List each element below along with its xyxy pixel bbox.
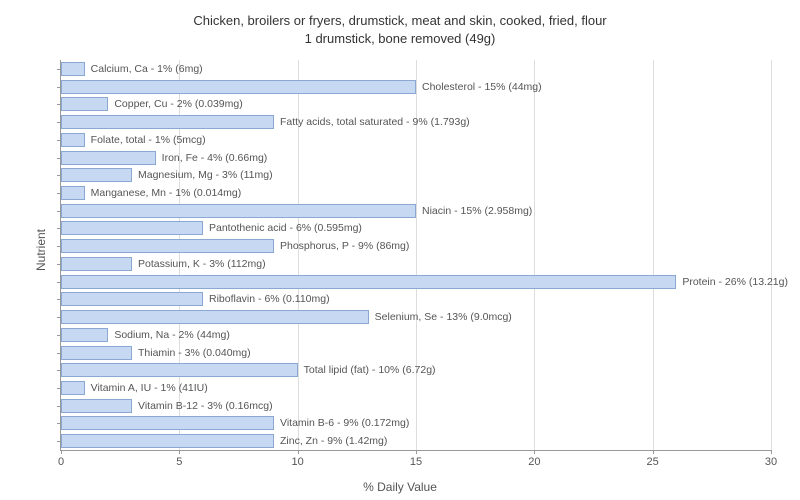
nutrient-bar [61, 204, 416, 218]
bar-label: Niacin - 15% (2.958mg) [422, 205, 532, 217]
x-tick-mark [771, 450, 772, 454]
title-line-2: 1 drumstick, bone removed (49g) [305, 31, 496, 46]
bar-row: Magnesium, Mg - 3% (11mg) [61, 168, 771, 182]
nutrient-bar [61, 381, 85, 395]
x-tick-mark [179, 450, 180, 454]
bar-row: Niacin - 15% (2.958mg) [61, 204, 771, 218]
bar-label: Selenium, Se - 13% (9.0mcg) [375, 311, 512, 323]
bar-row: Selenium, Se - 13% (9.0mcg) [61, 310, 771, 324]
x-tick-label: 5 [176, 456, 182, 468]
nutrient-bar [61, 346, 132, 360]
x-tick-label: 0 [58, 456, 64, 468]
x-tick-label: 25 [647, 456, 659, 468]
bar-label: Vitamin B-6 - 9% (0.172mg) [280, 417, 409, 429]
bar-label: Potassium, K - 3% (112mg) [138, 258, 266, 270]
bar-label: Phosphorus, P - 9% (86mg) [280, 240, 409, 252]
nutrient-bar [61, 97, 108, 111]
bar-row: Vitamin B-6 - 9% (0.172mg) [61, 416, 771, 430]
nutrient-bar [61, 133, 85, 147]
bar-row: Vitamin B-12 - 3% (0.16mcg) [61, 399, 771, 413]
plot-area: 051015202530Calcium, Ca - 1% (6mg)Choles… [60, 60, 771, 451]
chart-title: Chicken, broilers or fryers, drumstick, … [0, 12, 800, 47]
x-tick-mark [534, 450, 535, 454]
bar-row: Zinc, Zn - 9% (1.42mg) [61, 434, 771, 448]
bar-label: Calcium, Ca - 1% (6mg) [91, 63, 203, 75]
nutrient-bar [61, 292, 203, 306]
bar-label: Cholesterol - 15% (44mg) [422, 81, 542, 93]
nutrient-bar [61, 363, 298, 377]
bar-row: Riboflavin - 6% (0.110mg) [61, 292, 771, 306]
bar-row: Phosphorus, P - 9% (86mg) [61, 239, 771, 253]
bar-row: Vitamin A, IU - 1% (41IU) [61, 381, 771, 395]
bar-row: Potassium, K - 3% (112mg) [61, 257, 771, 271]
nutrient-bar [61, 257, 132, 271]
bar-label: Folate, total - 1% (5mcg) [91, 134, 206, 146]
bar-label: Iron, Fe - 4% (0.66mg) [162, 152, 268, 164]
bar-label: Vitamin B-12 - 3% (0.16mcg) [138, 400, 273, 412]
nutrient-bar [61, 151, 156, 165]
nutrient-bar [61, 310, 369, 324]
nutrient-bar [61, 186, 85, 200]
nutrient-bar [61, 221, 203, 235]
nutrient-bar [61, 275, 676, 289]
y-axis-label: Nutrient [34, 229, 48, 271]
bar-label: Zinc, Zn - 9% (1.42mg) [280, 435, 387, 447]
x-tick-mark [416, 450, 417, 454]
bar-label: Fatty acids, total saturated - 9% (1.793… [280, 116, 470, 128]
nutrient-bar [61, 399, 132, 413]
nutrient-bar [61, 434, 274, 448]
bar-label: Copper, Cu - 2% (0.039mg) [114, 98, 242, 110]
bar-label: Protein - 26% (13.21g) [682, 276, 788, 288]
bar-row: Folate, total - 1% (5mcg) [61, 133, 771, 147]
bar-row: Manganese, Mn - 1% (0.014mg) [61, 186, 771, 200]
nutrient-bar [61, 416, 274, 430]
x-tick-label: 10 [292, 456, 304, 468]
bar-label: Magnesium, Mg - 3% (11mg) [138, 169, 273, 181]
bar-label: Thiamin - 3% (0.040mg) [138, 347, 251, 359]
bar-row: Fatty acids, total saturated - 9% (1.793… [61, 115, 771, 129]
nutrient-bar [61, 80, 416, 94]
bar-row: Total lipid (fat) - 10% (6.72g) [61, 363, 771, 377]
nutrient-bar [61, 168, 132, 182]
x-tick-mark [653, 450, 654, 454]
bar-label: Pantothenic acid - 6% (0.595mg) [209, 222, 362, 234]
bar-label: Sodium, Na - 2% (44mg) [114, 329, 230, 341]
x-axis-label: % Daily Value [0, 480, 800, 494]
nutrient-bar [61, 115, 274, 129]
bar-row: Iron, Fe - 4% (0.66mg) [61, 151, 771, 165]
nutrient-bar [61, 62, 85, 76]
x-tick-label: 30 [765, 456, 777, 468]
bar-row: Thiamin - 3% (0.040mg) [61, 346, 771, 360]
bar-row: Copper, Cu - 2% (0.039mg) [61, 97, 771, 111]
nutrient-bar [61, 328, 108, 342]
bar-row: Sodium, Na - 2% (44mg) [61, 328, 771, 342]
bar-label: Riboflavin - 6% (0.110mg) [209, 293, 330, 305]
nutrient-chart: Chicken, broilers or fryers, drumstick, … [0, 0, 800, 500]
bar-row: Protein - 26% (13.21g) [61, 275, 771, 289]
bar-label: Manganese, Mn - 1% (0.014mg) [91, 187, 242, 199]
title-line-1: Chicken, broilers or fryers, drumstick, … [193, 13, 606, 28]
bar-row: Calcium, Ca - 1% (6mg) [61, 62, 771, 76]
x-tick-mark [61, 450, 62, 454]
bar-label: Vitamin A, IU - 1% (41IU) [91, 382, 208, 394]
bar-row: Cholesterol - 15% (44mg) [61, 80, 771, 94]
x-tick-label: 15 [410, 456, 422, 468]
x-tick-mark [298, 450, 299, 454]
nutrient-bar [61, 239, 274, 253]
x-tick-label: 20 [528, 456, 540, 468]
grid-line [771, 60, 772, 450]
bar-label: Total lipid (fat) - 10% (6.72g) [304, 364, 436, 376]
bar-row: Pantothenic acid - 6% (0.595mg) [61, 221, 771, 235]
